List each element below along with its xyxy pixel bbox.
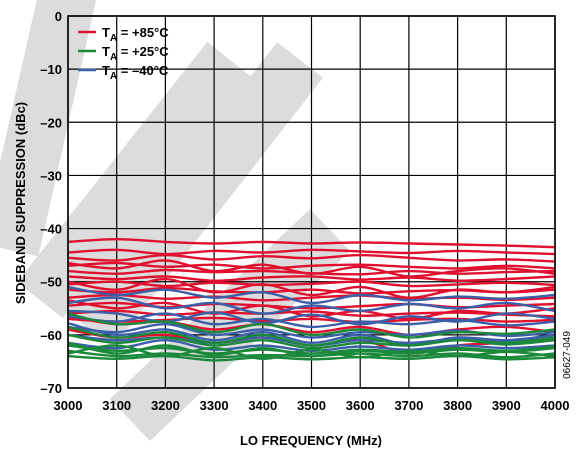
watermark-band <box>0 0 97 257</box>
x-tick-label: 3800 <box>443 398 472 413</box>
x-tick-label: 3600 <box>346 398 375 413</box>
series-line <box>68 312 555 329</box>
watermark-band <box>67 42 323 348</box>
series-line <box>68 296 555 315</box>
y-tick-label: –10 <box>40 62 62 77</box>
series-line <box>68 354 555 362</box>
plot-frame <box>67 15 556 389</box>
series-line <box>68 344 555 355</box>
watermark <box>0 0 350 442</box>
series-line <box>68 309 555 326</box>
x-axis-title: LO FREQUENCY (MHz) <box>240 433 382 448</box>
series-line <box>68 280 555 288</box>
y-axis-title: SIDEBAND SUPPRESSION (dBc) <box>13 102 28 304</box>
series-line <box>68 261 555 270</box>
series-line <box>68 253 555 263</box>
x-tick-label: 3900 <box>492 398 521 413</box>
y-tick-label: –60 <box>40 328 62 343</box>
series-line <box>68 312 555 339</box>
series-line <box>68 238 555 249</box>
series-line <box>68 259 555 278</box>
series-line <box>68 277 555 299</box>
series-line <box>68 325 555 347</box>
y-tick-label: –70 <box>40 381 62 396</box>
series-lines <box>68 238 555 362</box>
series-line <box>68 309 555 318</box>
y-tick-label: 0 <box>55 9 62 24</box>
legend-label: TA = +85°C <box>102 25 169 44</box>
series-line <box>68 299 555 321</box>
x-tick-label: 3100 <box>102 398 131 413</box>
y-tick-label: –30 <box>40 168 62 183</box>
x-tick-label: 4000 <box>541 398 570 413</box>
series-line <box>68 344 555 361</box>
y-tick-label: –50 <box>40 275 62 290</box>
series-line <box>68 248 555 256</box>
series-line <box>68 285 555 305</box>
x-tick-label: 3000 <box>54 398 83 413</box>
watermark-band <box>17 41 253 319</box>
y-tick-label: –40 <box>40 222 62 237</box>
series-line <box>68 275 555 282</box>
series-line <box>68 341 555 358</box>
x-tick-labels: 3000 3100 3200 3300 3400 3500 3600 3700 3800 3900… <box>54 398 570 413</box>
x-tick-label: 3500 <box>297 398 326 413</box>
x-tick-label: 3200 <box>151 398 180 413</box>
series-line <box>68 322 555 346</box>
y-tick-label: –20 <box>40 115 62 130</box>
legend-label: TA = +25°C <box>102 44 169 63</box>
x-tick-label: 3700 <box>394 398 423 413</box>
legend-label: TA = –40°C <box>102 63 169 82</box>
x-tick-label: 3400 <box>248 398 277 413</box>
figure-number: 06627-049 <box>562 331 573 379</box>
legend: TA = +85°CTA = +25°CTA = –40°C <box>78 25 169 82</box>
y-tick-labels: 0 –10 –20 –30 –40 –50 –60 –70 <box>40 9 62 396</box>
x-tick-label: 3300 <box>200 398 229 413</box>
